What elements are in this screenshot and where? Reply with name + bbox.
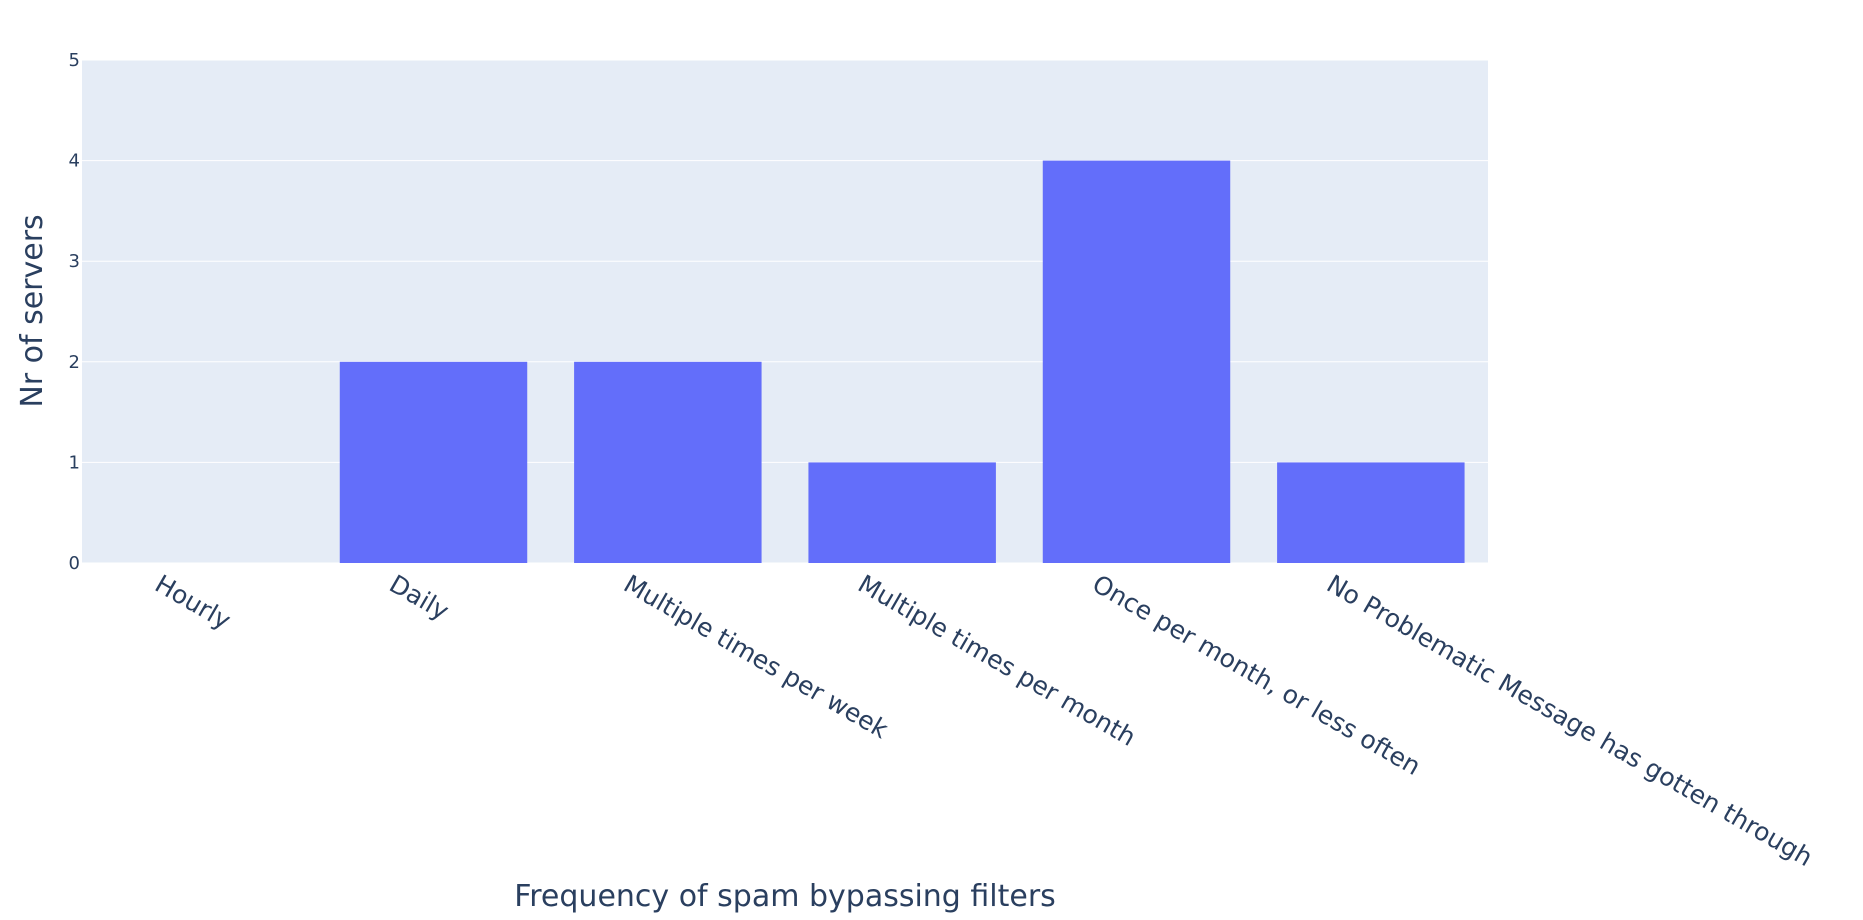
bar-3 [808,462,996,563]
y-tick-label: 0 [69,553,80,574]
bar-5 [1277,462,1465,563]
bars [339,160,1465,563]
y-tick-label: 4 [69,151,80,172]
y-tick-labels: 0 1 2 3 4 5 [69,50,80,574]
x-tick-label: Hourly [150,569,236,635]
bar-1 [339,361,528,563]
y-tick-label: 1 [69,452,80,473]
bar-2 [574,361,762,563]
x-tick-labels: Hourly Daily Multiple times per weekMultip… [150,569,1817,872]
x-tick-label: Daily [385,569,454,626]
plot-area [82,60,1488,563]
x-tick-label: No Problematic Message has gotten throug… [1322,569,1818,872]
x-tick-label: Multiple times per week [619,569,894,744]
y-tick-label: 2 [69,352,80,373]
y-tick-label: 5 [69,50,80,71]
bar-4 [1042,160,1231,563]
y-tick-label: 3 [69,251,80,272]
x-axis-title: Frequency of spam bypassing filters [514,879,1056,914]
grid-lines [82,59,1488,564]
y-axis-title: Nr of servers [15,214,50,407]
